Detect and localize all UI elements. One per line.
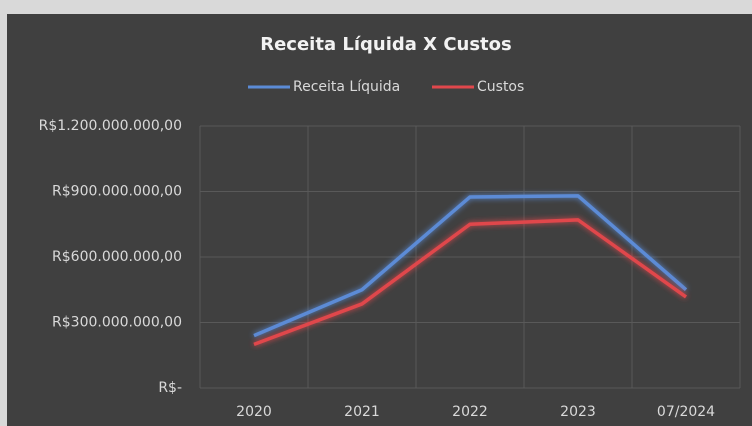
x-tick-label: 2021 — [344, 404, 380, 420]
y-tick-label: R$1.200.000.000,00 — [39, 118, 182, 134]
x-tick-label: 07/2024 — [657, 404, 715, 420]
chart-title: Receita Líquida X Custos — [260, 34, 512, 55]
x-tick-label: 2020 — [236, 404, 272, 420]
x-tick-label: 2022 — [452, 404, 488, 420]
series-line — [253, 218, 688, 346]
series-line — [253, 194, 688, 338]
y-tick-label: R$900.000.000,00 — [52, 184, 182, 200]
y-tick-label: R$300.000.000,00 — [52, 315, 182, 331]
x-tick-label: 2023 — [560, 404, 596, 420]
chart-background — [7, 14, 752, 426]
y-tick-label: R$- — [158, 380, 182, 396]
legend-label: Custos — [477, 79, 524, 95]
legend-label: Receita Líquida — [293, 79, 400, 95]
y-tick-label: R$600.000.000,00 — [52, 249, 182, 265]
